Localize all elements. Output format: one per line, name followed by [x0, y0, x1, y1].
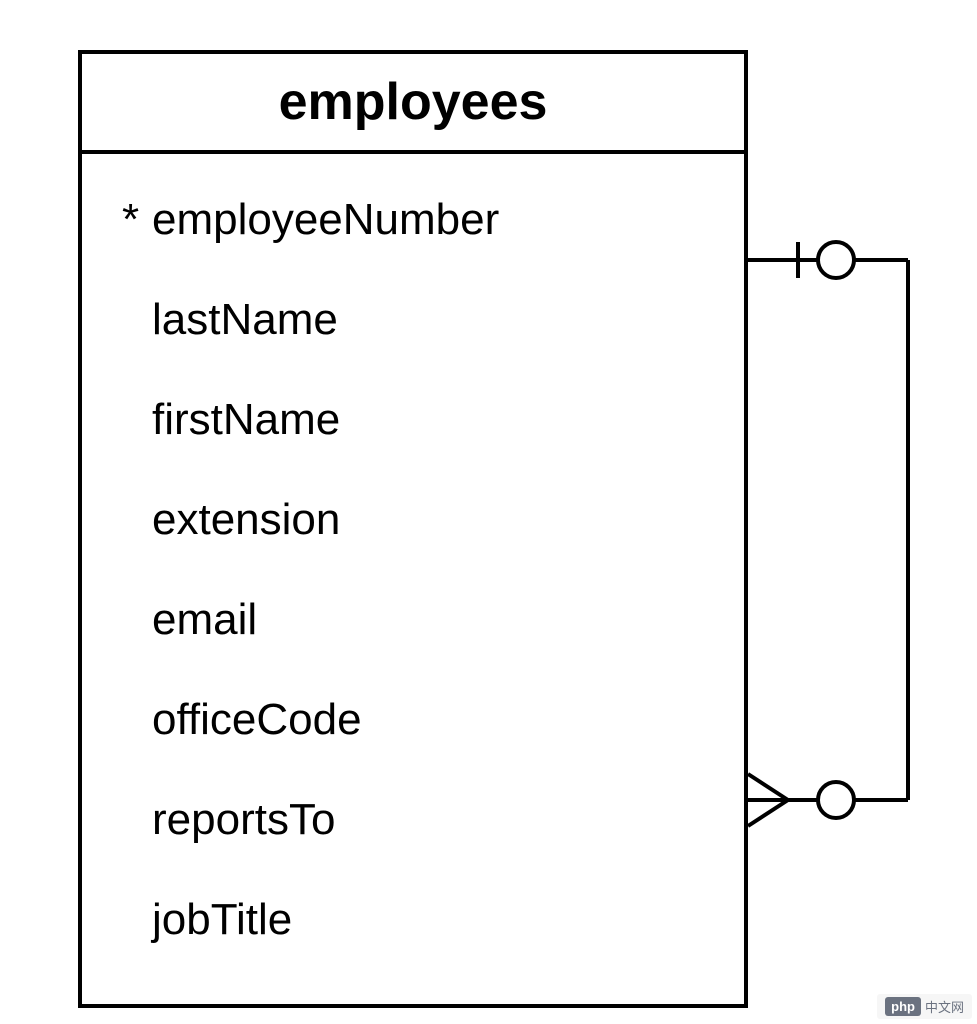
attribute-row: officeCode	[122, 674, 714, 766]
entity-title: employees	[279, 73, 548, 131]
connector-crow-bottom	[748, 800, 788, 826]
attribute-row: *employeeNumber	[122, 174, 714, 266]
watermark: php 中文网	[877, 994, 972, 1019]
attribute-name: jobTitle	[152, 874, 714, 966]
watermark-suffix: 中文网	[925, 997, 964, 1016]
attribute-name: employeeNumber	[152, 174, 714, 266]
entity-box: employees *employeeNumberlastNamefirstNa…	[78, 50, 748, 1008]
attribute-name: officeCode	[152, 674, 714, 766]
connector-bottom-circle	[818, 782, 854, 818]
attribute-name: extension	[152, 474, 714, 566]
attribute-name: email	[152, 574, 714, 666]
attribute-row: jobTitle	[122, 874, 714, 966]
attribute-prefix: *	[122, 174, 152, 266]
entity-body: *employeeNumberlastNamefirstNameextensio…	[82, 154, 744, 1004]
attribute-row: lastName	[122, 274, 714, 366]
attribute-row: firstName	[122, 374, 714, 466]
attribute-name: reportsTo	[152, 774, 714, 866]
watermark-logo: php	[885, 997, 921, 1016]
attribute-row: reportsTo	[122, 774, 714, 866]
attribute-row: extension	[122, 474, 714, 566]
self-relationship-connector	[748, 0, 968, 1024]
attribute-row: email	[122, 574, 714, 666]
connector-top-circle	[818, 242, 854, 278]
attribute-name: lastName	[152, 274, 714, 366]
attribute-name: firstName	[152, 374, 714, 466]
entity-header: employees	[82, 54, 744, 154]
connector-crow-top	[748, 774, 788, 800]
